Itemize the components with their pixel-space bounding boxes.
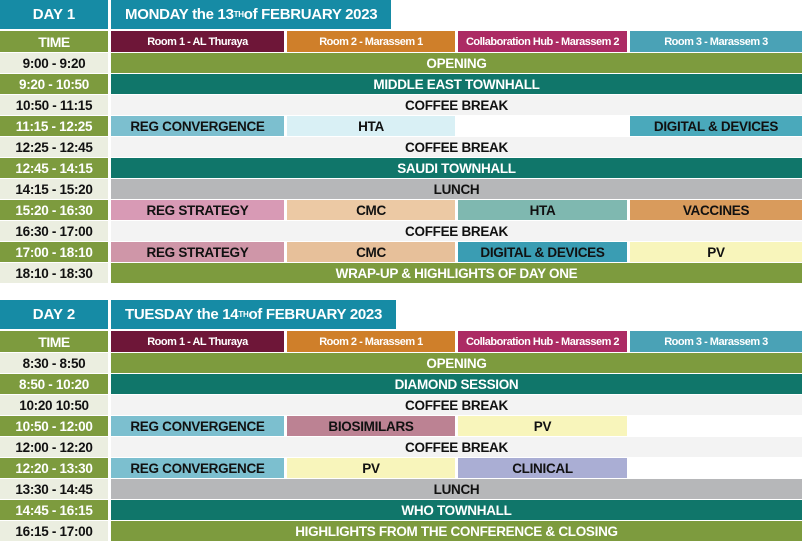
day-label: DAY 2	[0, 300, 108, 329]
time-column-header: TIME	[0, 331, 108, 352]
session-cell: REG STRATEGY	[111, 242, 284, 262]
session-cell: WRAP-UP & HIGHLIGHTS OF DAY ONE	[111, 263, 802, 283]
session-cell: COFFEE BREAK	[111, 95, 802, 115]
time-slot: 16:15 - 17:00	[0, 521, 108, 541]
time-slot: 12:20 - 13:30	[0, 458, 108, 478]
session-cell: HTA	[287, 116, 455, 136]
schedule-grid: TIME Room 1 - AL Thuraya Room 2 - Marassem…	[0, 331, 802, 541]
session-cell: PV	[458, 416, 627, 436]
session-cell: DIGITAL & DEVICES	[630, 116, 802, 136]
session-cell: COFFEE BREAK	[111, 137, 802, 157]
session-cell: PV	[287, 458, 455, 478]
session-cell: WHO TOWNHALL	[111, 500, 802, 520]
room-header: Room 3 - Marassem 3	[630, 331, 802, 352]
session-cell: LUNCH	[111, 179, 802, 199]
room-header: Room 1 - AL Thuraya	[111, 331, 284, 352]
date-rest: of FEBRUARY 2023	[243, 6, 378, 23]
day-date: TUESDAY the 14 TH of FEBRUARY 2023	[111, 300, 397, 329]
time-slot: 17:00 - 18:10	[0, 242, 108, 262]
session-cell: COFFEE BREAK	[111, 437, 802, 457]
session-cell: BIOSIMILARS	[287, 416, 455, 436]
time-slot: 13:30 - 14:45	[0, 479, 108, 499]
time-slot: 12:00 - 12:20	[0, 437, 108, 457]
time-slot: 9:20 - 10:50	[0, 74, 108, 94]
day-2-section: DAY 2 TUESDAY the 14 TH of FEBRUARY 2023 TI…	[0, 300, 802, 541]
date-rest: of FEBRUARY 2023	[248, 306, 383, 323]
empty-cell	[630, 416, 802, 436]
time-slot: 8:30 - 8:50	[0, 353, 108, 373]
time-slot: 16:30 - 17:00	[0, 221, 108, 241]
time-slot: 10:20 10:50	[0, 395, 108, 415]
session-cell: REG CONVERGENCE	[111, 416, 284, 436]
time-slot: 8:50 - 10:20	[0, 374, 108, 394]
time-slot: 9:00 - 9:20	[0, 53, 108, 73]
session-cell: OPENING	[111, 353, 802, 373]
room-header: Room 1 - AL Thuraya	[111, 31, 284, 52]
session-cell: MIDDLE EAST TOWNHALL	[111, 74, 802, 94]
time-slot: 10:50 - 11:15	[0, 95, 108, 115]
session-cell: CLINICAL	[458, 458, 627, 478]
time-column-header: TIME	[0, 31, 108, 52]
day-date: MONDAY the 13 TH of FEBRUARY 2023	[111, 0, 392, 29]
empty-cell	[458, 116, 627, 136]
session-cell: DIGITAL & DEVICES	[458, 242, 627, 262]
time-slot: 11:15 - 12:25	[0, 116, 108, 136]
session-cell: CMC	[287, 242, 455, 262]
session-cell: LUNCH	[111, 479, 802, 499]
session-cell: VACCINES	[630, 200, 802, 220]
session-cell: COFFEE BREAK	[111, 395, 802, 415]
room-header: Room 3 - Marassem 3	[630, 31, 802, 52]
session-cell: REG CONVERGENCE	[111, 116, 284, 136]
room-header: Collaboration Hub - Marassem 2	[458, 331, 627, 352]
time-slot: 14:15 - 15:20	[0, 179, 108, 199]
session-cell: PV	[630, 242, 802, 262]
session-cell: REG STRATEGY	[111, 200, 284, 220]
time-slot: 12:45 - 14:15	[0, 158, 108, 178]
date-ordinal: TH	[233, 10, 244, 19]
time-slot: 14:45 - 16:15	[0, 500, 108, 520]
date-main: MONDAY the 13	[125, 6, 234, 23]
empty-cell	[630, 458, 802, 478]
date-ordinal: TH	[238, 310, 249, 319]
session-cell: DIAMOND SESSION	[111, 374, 802, 394]
session-cell: CMC	[287, 200, 455, 220]
date-main: TUESDAY the 14	[125, 306, 239, 323]
session-cell: COFFEE BREAK	[111, 221, 802, 241]
time-slot: 12:25 - 12:45	[0, 137, 108, 157]
time-slot: 18:10 - 18:30	[0, 263, 108, 283]
day-1-section: DAY 1 MONDAY the 13 TH of FEBRUARY 2023 TIM…	[0, 0, 802, 283]
session-cell: OPENING	[111, 53, 802, 73]
schedule-grid: TIME Room 1 - AL Thuraya Room 2 - Marassem…	[0, 31, 802, 283]
day-header: DAY 2 TUESDAY the 14 TH of FEBRUARY 2023	[0, 300, 802, 329]
day-header: DAY 1 MONDAY the 13 TH of FEBRUARY 2023	[0, 0, 802, 29]
time-slot: 10:50 - 12:00	[0, 416, 108, 436]
session-cell: HIGHLIGHTS FROM THE CONFERENCE & CLOSING	[111, 521, 802, 541]
time-slot: 15:20 - 16:30	[0, 200, 108, 220]
room-header: Collaboration Hub - Marassem 2	[458, 31, 627, 52]
session-cell: SAUDI TOWNHALL	[111, 158, 802, 178]
session-cell: REG CONVERGENCE	[111, 458, 284, 478]
room-header: Room 2 - Marassem 1	[287, 31, 455, 52]
session-cell: HTA	[458, 200, 627, 220]
room-header: Room 2 - Marassem 1	[287, 331, 455, 352]
day-label: DAY 1	[0, 0, 108, 29]
